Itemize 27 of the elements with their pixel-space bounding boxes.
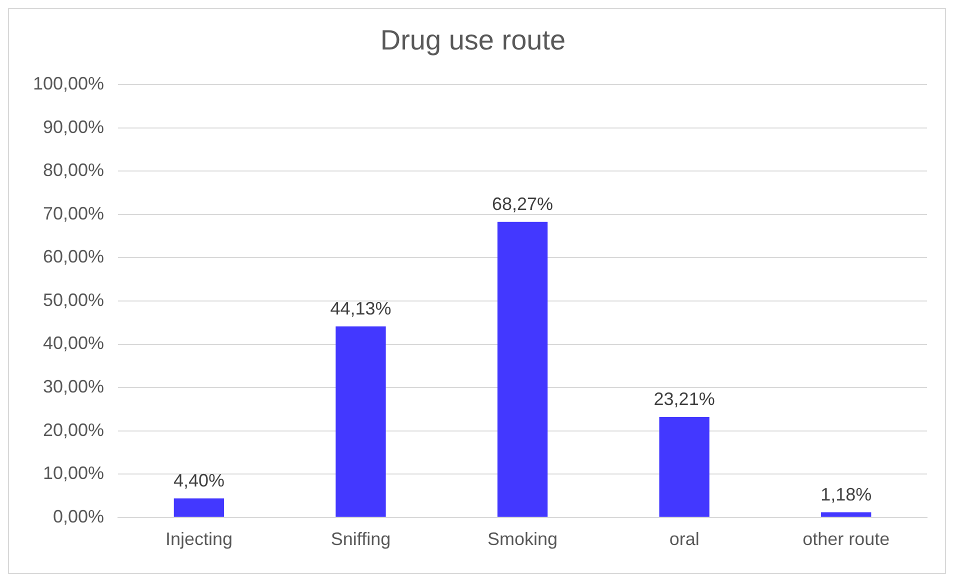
x-tick-label: Smoking: [488, 529, 558, 550]
data-label: 68,27%: [492, 194, 554, 214]
y-tick-label: 20,00%: [42, 420, 104, 440]
bar: [821, 512, 872, 517]
y-tick-label: 70,00%: [42, 203, 104, 224]
data-label: 1,18%: [820, 484, 872, 504]
y-tick-label: 50,00%: [42, 290, 104, 310]
y-tick-label: 90,00%: [42, 116, 104, 137]
bar: [336, 326, 386, 517]
y-tick-label: 80,00%: [42, 160, 104, 180]
data-label: 44,13%: [330, 298, 392, 318]
y-tick-label: 100,00%: [32, 74, 104, 94]
x-tick-label: Injecting: [165, 529, 232, 550]
x-tick-label: oral: [669, 529, 700, 550]
bar: [659, 416, 710, 517]
y-tick-label: 40,00%: [42, 333, 104, 354]
y-tick-label: 10,00%: [42, 463, 104, 484]
chart-title: Drug use route: [380, 24, 566, 56]
y-tick-label: 0,00%: [53, 506, 104, 526]
x-tick-label: other route: [802, 529, 890, 550]
data-label: 4,40%: [173, 470, 224, 490]
y-tick-label: 60,00%: [42, 246, 104, 267]
data-label: 23,21%: [654, 388, 715, 409]
y-tick-label: 30,00%: [42, 376, 104, 397]
x-tick-label: Sniffing: [330, 529, 391, 550]
bar: [174, 498, 224, 517]
bar: [497, 222, 548, 517]
